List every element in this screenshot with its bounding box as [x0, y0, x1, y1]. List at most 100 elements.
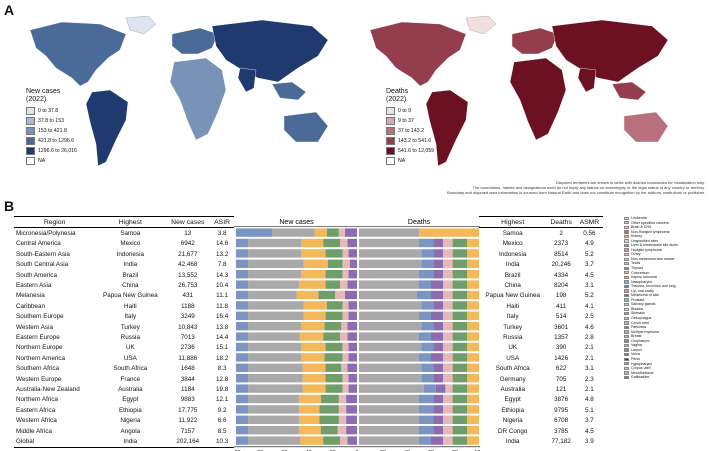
- asir-cell: 6.6: [217, 417, 227, 425]
- site-legend-swatch: [624, 230, 629, 234]
- deaths-bar-segment: [419, 270, 434, 279]
- site-legend-item: Ovary: [624, 252, 678, 257]
- new-cases-legend-label: 37.8 to 153: [38, 117, 64, 124]
- deaths-bar-segment: [359, 259, 422, 268]
- deaths-bar-segment: [467, 426, 479, 435]
- new-cases-bar-segment: [248, 374, 303, 383]
- asia: [551, 19, 669, 83]
- region-cell: Southern Europe: [16, 313, 64, 321]
- deaths-bar-segment: [467, 384, 479, 393]
- new-cases-legend-row: 1296.6 to 26,016: [26, 146, 77, 156]
- axis-tick-label: 80: [452, 450, 458, 451]
- table-row: South-Eastern Asia Indonesia 21,677 13.2: [14, 249, 234, 259]
- table-row: Brazil 4334 4.5: [479, 270, 603, 280]
- deaths-bar-segment: [452, 249, 467, 258]
- deaths-bar-segment: [359, 311, 419, 320]
- new-cases-bar-segment: [236, 332, 249, 341]
- deaths-bar-segment: [359, 249, 422, 258]
- new-cases-bar-segment: [303, 311, 326, 320]
- new-cases-bar-segment: [337, 426, 347, 435]
- deaths-bar-segment: [431, 332, 443, 341]
- new-cases-bar-segment: [301, 322, 325, 331]
- deaths-legend-row: NA: [386, 156, 434, 166]
- deaths-cell: 3876: [554, 396, 569, 404]
- highest-cell: Samoa: [120, 230, 141, 238]
- deaths-bar-segment: [443, 332, 453, 341]
- site-legend-swatch: [624, 339, 629, 343]
- table-row: Melanesia Papua New Guinea 431 11.1: [14, 291, 234, 301]
- site-legend-swatch: [624, 253, 629, 257]
- site-legend-swatch: [624, 325, 629, 330]
- deaths-bar-segment: [443, 374, 453, 383]
- deaths-bar-segment: [423, 384, 436, 393]
- deaths-bar-segment: [359, 374, 422, 383]
- deaths-bar-segment: [433, 394, 443, 404]
- asir-cell: 8.3: [217, 365, 227, 373]
- new-cases-bar-segment: [301, 342, 326, 352]
- asir-cell: 3.8: [217, 230, 227, 238]
- greenland: [465, 15, 497, 35]
- table-row: South Africa 622 3.1: [479, 363, 603, 373]
- region-cell: Global: [16, 437, 35, 445]
- site-legend-swatch: [624, 248, 629, 252]
- deaths-highest-cell: Papua New Guinea: [485, 292, 540, 300]
- deaths-cell: 3785: [554, 427, 569, 435]
- site-legend-item: Oesophagus: [624, 316, 678, 321]
- asir-cell: 14.6: [215, 240, 229, 248]
- site-legend-item: Non-Hodgkin lymphoma: [624, 230, 678, 235]
- deaths-bar-segment: [359, 405, 419, 414]
- new-cases-bar-segment: [325, 342, 343, 352]
- new-cases-bar-segment: [296, 290, 319, 300]
- legend-deaths-title: Deaths (2022): [386, 88, 409, 103]
- new-cases-bar-segment: [320, 394, 339, 404]
- site-legend-swatch: [624, 375, 629, 380]
- deaths-bar-segment: [452, 280, 467, 289]
- new-cases-legend-row: 0 to 37.8: [26, 106, 77, 116]
- new-cases-bar-segment: [325, 374, 343, 383]
- deaths-bar-segment: [419, 436, 431, 445]
- highest-cell: South Africa: [113, 365, 148, 373]
- deaths-bar-segment: [433, 270, 443, 279]
- table-row: Southern Africa South Africa 1648 8.3: [14, 363, 234, 373]
- deaths-bar-segment: [467, 363, 479, 372]
- deaths-bar-segment: [443, 394, 453, 404]
- deaths-bar-segment: [433, 405, 443, 414]
- new-cases-bar-segment: [318, 290, 336, 300]
- deaths-bar-segment: [443, 436, 453, 445]
- table-row: India 77,182 3.9: [479, 436, 603, 446]
- deaths-legend-swatch: [386, 117, 395, 125]
- site-legend-item: Multiple myeloma: [624, 330, 678, 335]
- site-legend-label: Hodgkin lymphoma: [631, 247, 662, 252]
- deaths-bar-segment: [431, 280, 443, 289]
- australia: [283, 111, 329, 143]
- new-cases-bar-segment: [349, 259, 357, 268]
- new-cases-bar-segment: [341, 363, 348, 372]
- new-cases-bar-segment: [323, 332, 341, 341]
- asir-cell: 13.8: [215, 323, 229, 331]
- deaths-bar-segment: [433, 301, 443, 310]
- site-legend-label: Gallbladder: [631, 375, 650, 380]
- deaths-bar-segment: [421, 322, 434, 331]
- deaths-bar-segment: [467, 280, 479, 289]
- map-continents-new-cases: [29, 15, 329, 167]
- deaths-legend-label: 0 to 9: [398, 107, 411, 114]
- site-legend-label: Kaposi sarcoma: [631, 275, 657, 280]
- new-cases-bar-segment: [236, 363, 249, 372]
- new-cases-bar-segment: [236, 270, 249, 279]
- deaths-bar-segment: [359, 436, 419, 445]
- deaths-bar-segment: [419, 280, 431, 289]
- new-cases-bar-segment: [236, 374, 249, 383]
- new-cases-bar-segment: [347, 238, 357, 248]
- deaths-cell: 2373: [554, 240, 569, 248]
- header-new-cases: New cases: [165, 215, 211, 229]
- site-legend-swatch: [624, 371, 629, 375]
- site-legend-label: Mesothelioma: [631, 370, 654, 375]
- highest-cell: Brazil: [122, 271, 139, 279]
- highest-cell: Australia: [118, 385, 143, 393]
- region-cell: South America: [16, 271, 57, 279]
- new-cases-bar-segment: [347, 280, 357, 289]
- deaths-cell: 8514: [554, 250, 569, 258]
- site-legend-label: Thyroid: [631, 266, 643, 271]
- site-legend-item: Vagina: [624, 343, 678, 348]
- new-cases-legend-row: 153 to 421.8: [26, 126, 77, 136]
